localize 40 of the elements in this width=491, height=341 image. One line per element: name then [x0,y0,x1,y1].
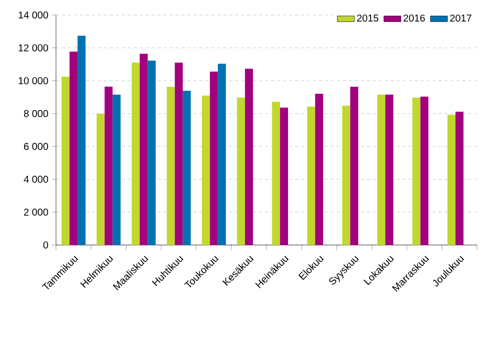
bar [342,106,350,245]
bar [182,90,191,245]
bar [218,64,226,245]
bar [307,106,316,245]
bar [377,94,386,245]
legend-label: 2016 [404,14,425,22]
bar [385,94,394,245]
bar [62,76,70,245]
legend-label: 2015 [357,14,378,22]
bar [148,60,156,245]
bar [202,96,210,245]
bar [174,62,183,245]
bar [140,54,148,245]
bar [210,72,218,245]
bar [280,108,288,245]
bar [132,62,140,245]
bar [315,94,324,245]
bar [112,94,121,245]
bar [244,68,253,245]
bar [236,98,245,245]
y-tick-label: 10 000 [18,77,48,84]
bar [455,112,464,245]
y-tick-label: 0 [43,241,48,249]
y-tick-label: 4 000 [24,176,48,183]
bar [447,114,456,245]
y-tick-label: 14 000 [18,11,48,19]
y-tick-label: 12 000 [18,44,48,52]
bar [412,98,420,245]
bar [78,36,86,245]
bar [420,96,428,245]
y-tick-label: 8 000 [24,110,48,118]
bar [272,102,280,245]
bar [166,86,175,245]
bar [96,114,105,245]
bar [350,86,358,245]
bar [104,86,113,245]
y-tick-label: 6 000 [24,142,48,150]
bar [70,52,78,245]
y-tick-label: 2 000 [24,208,48,216]
legend-label: 2017 [450,14,472,22]
